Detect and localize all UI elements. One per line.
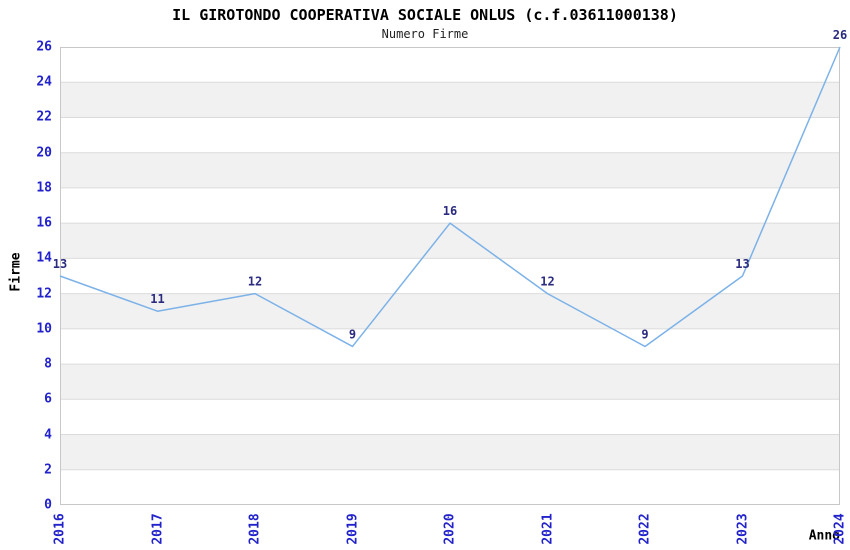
x-tick-label: 2022 [637, 513, 653, 545]
y-tick-label: 0 [44, 497, 52, 513]
y-tick-label: 12 [36, 286, 52, 302]
background-band [60, 152, 840, 188]
y-tick-label: 20 [36, 145, 52, 161]
y-tick-label: 26 [36, 39, 52, 55]
point-label: 9 [641, 327, 648, 341]
y-tick-label: 22 [36, 109, 52, 125]
point-label: 13 [53, 257, 67, 271]
y-tick-label: 4 [44, 427, 52, 443]
background-band [60, 223, 840, 259]
background-band [60, 434, 840, 470]
y-tick-label: 2 [44, 462, 52, 478]
x-tick-label: 2020 [442, 513, 458, 545]
plot-area: 13 11 12 9 16 12 9 13 26 [53, 28, 847, 505]
x-axis-title: Anno [808, 528, 840, 544]
point-label: 12 [248, 275, 262, 289]
x-tick-label: 2023 [735, 513, 750, 545]
x-tick-label: 2021 [540, 513, 555, 545]
y-tick-label: 16 [36, 215, 52, 231]
y-tick-label: 18 [36, 180, 52, 196]
point-label: 16 [443, 204, 457, 218]
x-tick-label: 2017 [150, 513, 165, 545]
series-line [59, 46, 841, 348]
chart-subtitle: Numero Firme [381, 27, 469, 41]
point-label: 9 [349, 327, 356, 341]
y-tick-label: 10 [36, 321, 52, 337]
x-tick-label: 2016 [52, 513, 68, 545]
x-tick-label: 2019 [345, 513, 360, 545]
point-label: 26 [833, 28, 847, 42]
point-label: 12 [540, 275, 554, 289]
point-label: 13 [735, 257, 749, 271]
x-tick-label: 2018 [247, 513, 263, 545]
background-band [60, 364, 840, 400]
y-tick-label: 8 [44, 356, 52, 372]
background-band [60, 82, 840, 118]
x-tick-label: 2024 [832, 513, 848, 545]
chart-title: IL GIROTONDO COOPERATIVA SOCIALE ONLUS (… [172, 6, 678, 24]
line-chart-canvas: 13 11 12 9 16 12 9 13 26 [53, 28, 847, 505]
background-band [60, 293, 840, 329]
point-label: 11 [150, 292, 164, 306]
y-tick-label: 6 [44, 391, 52, 407]
y-tick-label: 14 [36, 250, 52, 266]
y-tick-label: 24 [36, 74, 52, 90]
